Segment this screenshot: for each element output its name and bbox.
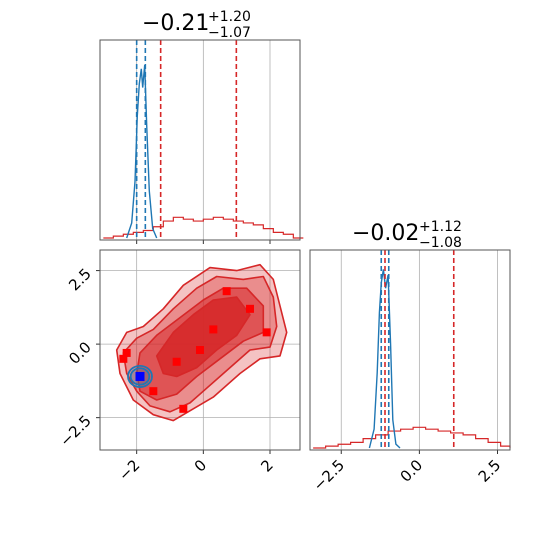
posterior-contour-level-4 [155,296,251,378]
sample-markers [119,287,271,413]
true-value-marker [135,371,145,381]
axes-frame [99,39,301,241]
y-tick-label: 0.0 [65,338,95,368]
sample-marker [222,287,231,296]
sample-marker [149,387,158,396]
sample-marker [262,328,271,337]
sample-marker [119,354,128,363]
x-tick-label: 2 [257,456,276,475]
sample-marker [196,346,204,354]
axis-ticks: −2.5 0.0 2.5 [310,450,505,495]
x-tick-label: −2 [115,456,143,484]
panel-title-value: −0.21 [142,11,209,36]
reference-contour-level-2 [127,364,153,388]
histogram-panel-p0: −0.21 +1.20 −1.07 [99,9,304,244]
sample-marker [122,348,131,357]
y-tick-label: −2.5 [56,412,94,450]
posterior-histogram [103,216,304,239]
panel-title-lower-error: −1.08 [419,235,462,251]
panel-title-upper-error: +1.12 [419,219,462,235]
x-tick-label: −2.5 [310,456,348,494]
posterior-contours [115,263,288,422]
histogram-series-path [313,426,511,449]
sample-marker [246,304,254,313]
x-tick-label: 0.0 [397,456,427,486]
quantile-lines [135,40,238,240]
posterior-histogram [313,426,511,449]
sample-marker [209,325,218,334]
x-tick-label: 2.5 [475,456,505,486]
panel-title-value: −0.02 [352,221,419,246]
gridlines [340,250,498,450]
sample-marker [179,404,188,413]
panel-title-lower-error: −1.07 [208,25,251,41]
histogram-panel-p1: −2.5 0.0 2.5 −0.02 +1.12 −1.08 [309,219,511,495]
quantile-lines [380,250,455,450]
reference-density-curve [126,64,158,239]
panel-title-upper-error: +1.20 [208,9,251,25]
reference-series-path [126,64,158,239]
gridlines [136,40,271,244]
y-tick-label: 2.5 [65,265,95,295]
joint-density-panel: −2 0 2 2.5 0.0 −2.5 [56,249,301,484]
sample-marker [172,357,181,366]
axes-frame [99,249,301,451]
x-tick-label: 0 [191,456,210,475]
axes-frame [309,249,511,451]
histogram-series-path [103,216,304,239]
